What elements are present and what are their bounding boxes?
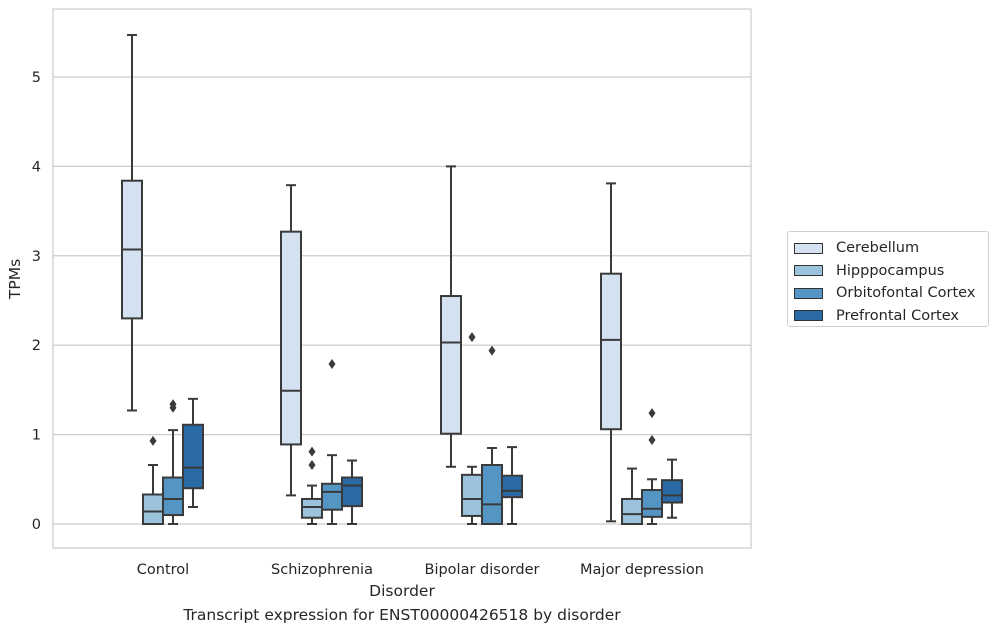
outlier-point [149, 435, 157, 446]
y-tick-label: 5 [32, 70, 41, 86]
outlier-point [648, 434, 656, 445]
box-3-3 [661, 458, 683, 519]
legend-swatch [794, 310, 823, 322]
x-axis-label: Disorder [369, 582, 435, 600]
outlier-point [308, 459, 316, 470]
legend-item-orbitofrontal-cortex: Orbitofontal Cortex [794, 282, 988, 305]
outlier-point [468, 332, 476, 343]
box-3-2 [501, 446, 523, 525]
y-tick-label: 0 [32, 517, 41, 533]
box-3-1 [341, 459, 363, 525]
outlier-point [648, 408, 656, 419]
box-body [142, 493, 164, 525]
box-body [280, 230, 302, 446]
box-0-0 [121, 33, 143, 412]
box-body [461, 473, 483, 517]
box-body [621, 497, 643, 525]
legend-label: Orbitofontal Cortex [836, 285, 976, 302]
legend: Cerebellum Hipppocampus Orbitofontal Cor… [787, 231, 989, 327]
legend-label: Hipppocampus [836, 262, 945, 279]
box-body [162, 476, 184, 517]
box-body [321, 482, 343, 511]
box-3-0 [182, 397, 204, 509]
legend-item-cerebellum: Cerebellum [794, 237, 988, 260]
box-body [182, 423, 204, 490]
legend-swatch [794, 287, 823, 299]
box-1-2 [461, 332, 483, 525]
box-body [661, 479, 683, 504]
legend-swatch [794, 242, 823, 254]
box-1-3 [621, 467, 643, 525]
box-2-3 [641, 408, 663, 525]
box-2-2 [481, 345, 503, 526]
x-tick-label: Major depression [580, 562, 704, 578]
box-body [501, 474, 523, 499]
x-tick-label: Bipolar disorder [425, 562, 540, 578]
box-0-1 [280, 184, 302, 497]
legend-item-hippocampus: Hipppocampus [794, 260, 988, 283]
box-2-1 [321, 358, 343, 525]
outlier-point [308, 446, 316, 457]
legend-label: Cerebellum [836, 240, 920, 257]
box-body [641, 489, 663, 518]
box-body [600, 272, 622, 431]
y-tick-label: 2 [32, 338, 41, 354]
outlier-point [328, 358, 336, 369]
x-tick-label: Schizophrenia [271, 562, 373, 578]
chart-caption: Transcript expression for ENST0000042651… [183, 606, 621, 624]
box-1-1 [301, 446, 323, 525]
y-tick-labels: 0 1 2 3 4 5 [32, 70, 41, 533]
gridlines [53, 76, 751, 525]
y-tick-label: 4 [32, 159, 41, 175]
box-body [440, 295, 462, 435]
y-tick-label: 1 [32, 428, 41, 444]
box-0-2 [440, 165, 462, 468]
outlier-point [488, 345, 496, 356]
outlier-point [169, 399, 177, 410]
box-body [301, 497, 323, 519]
legend-swatch [794, 265, 823, 277]
box-2-0 [162, 399, 184, 525]
legend-label: Prefrontal Cortex [836, 307, 959, 324]
box-body [481, 463, 503, 526]
legend-item-prefrontal-cortex: Prefrontal Cortex [794, 305, 988, 328]
x-tick-label: Control [137, 562, 189, 578]
box-1-0 [142, 435, 164, 525]
plot-frame [52, 8, 752, 549]
y-axis-label: TPMs [6, 259, 24, 300]
x-tick-labels: Control Schizophrenia Bipolar disorder Majo… [137, 562, 704, 578]
boxes [121, 33, 683, 526]
box-body [341, 476, 363, 508]
y-tick-label: 3 [32, 249, 41, 265]
box-0-3 [600, 182, 622, 523]
